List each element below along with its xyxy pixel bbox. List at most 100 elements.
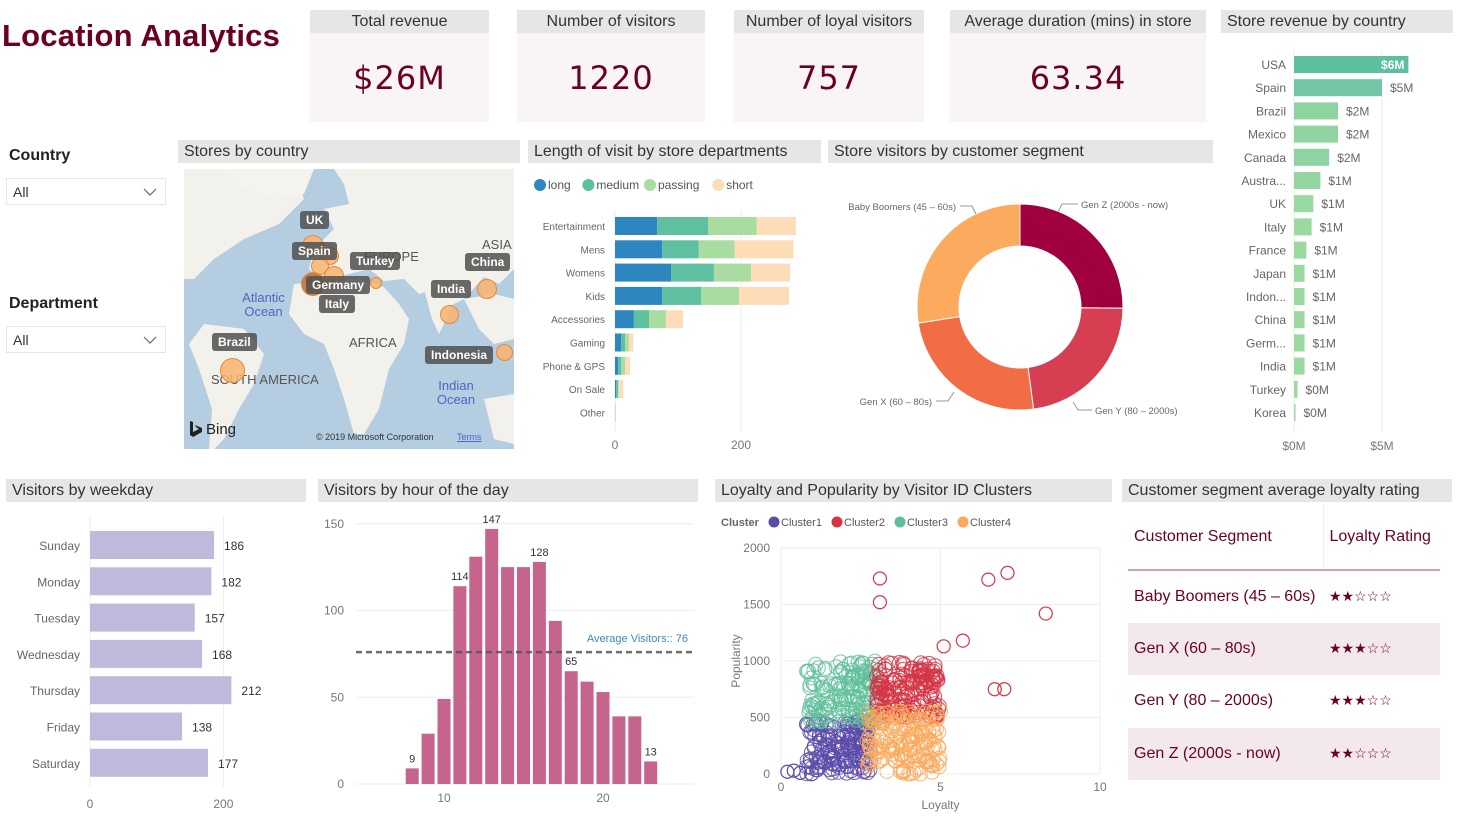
table-row[interactable]: Gen X (60 – 80s) ★★★☆☆ <box>1128 622 1440 675</box>
data-point <box>929 711 945 727</box>
data-point <box>897 667 913 683</box>
stores-map[interactable]: EUROPE ASIA AFRICA SOUTH AMERICA Atlanti… <box>184 169 514 449</box>
data-label: 13 <box>645 746 657 758</box>
bar <box>501 567 515 784</box>
bar <box>485 528 499 784</box>
department-filter-label: Department <box>9 295 98 312</box>
page-title: Location Analytics <box>2 18 281 53</box>
table-header-row: Customer Segment Loyalty Rating <box>1128 504 1440 571</box>
category-label: Germ... <box>1246 336 1286 350</box>
data-point <box>793 765 808 780</box>
table-row[interactable]: Gen Z (2000s - now) ★★☆☆☆ <box>1128 727 1440 780</box>
table-row[interactable]: Gen Y (80 – 2000s) ★★★☆☆ <box>1128 675 1440 728</box>
data-point <box>955 633 970 648</box>
map-label-indonesia: Indonesia <box>425 346 494 364</box>
visit-length-chart: long medium passing short Entertainment Mens W… <box>534 178 796 452</box>
department-filter-dropdown[interactable]: All <box>6 326 166 353</box>
bar-segment-long <box>615 217 658 235</box>
store-bubble[interactable] <box>370 277 382 289</box>
category-label: Thursday <box>30 684 80 698</box>
data-point <box>903 747 919 763</box>
bar <box>1294 404 1296 421</box>
data-label: 128 <box>530 547 548 559</box>
data-point <box>786 763 801 778</box>
data-point <box>872 753 888 769</box>
y-tick-label: 500 <box>750 711 770 725</box>
category-label: Canada <box>1244 151 1286 165</box>
store-bubble[interactable] <box>496 344 513 361</box>
bar <box>644 761 658 784</box>
x-tick-label: 0 <box>612 438 619 452</box>
bar <box>1294 241 1307 259</box>
kpi-label: Number of loyal visitors <box>734 10 924 33</box>
table-row[interactable]: Baby Boomers (45 – 60s) ★★☆☆☆ <box>1128 570 1440 623</box>
data-point <box>1038 606 1053 621</box>
data-point <box>879 705 895 721</box>
store-bubble[interactable] <box>477 279 497 299</box>
bar <box>90 603 195 632</box>
data-point <box>876 750 892 766</box>
data-point <box>850 689 866 705</box>
data-point <box>924 670 940 686</box>
data-label: $2M <box>1346 104 1369 118</box>
panel-title-stores-by-country: Stores by country <box>178 140 520 163</box>
bar <box>90 676 232 705</box>
panel-title-loyalty-table: Customer segment average loyalty rating <box>1122 479 1452 502</box>
chevron-down-icon <box>143 336 157 344</box>
bar-segment-long <box>615 286 663 305</box>
data-point <box>821 744 837 760</box>
data-point <box>806 739 822 755</box>
bar <box>1294 102 1338 120</box>
data-point <box>904 707 920 723</box>
store-bubble[interactable] <box>220 358 245 383</box>
kpi-value: $26M <box>353 59 446 97</box>
data-point <box>907 727 923 743</box>
bar-segment-short <box>751 263 791 282</box>
data-point <box>925 668 941 684</box>
column-header-rating[interactable]: Loyalty Rating <box>1322 504 1440 571</box>
bar <box>453 586 467 784</box>
department-filter-value: All <box>13 332 29 348</box>
x-tick-label: 10 <box>1093 780 1107 794</box>
map-terms-link[interactable]: Terms <box>457 432 482 442</box>
bar-segment-long <box>615 240 663 259</box>
store-bubble[interactable] <box>440 305 459 324</box>
data-point <box>841 656 857 672</box>
bar-segment-passing <box>708 217 757 235</box>
bar <box>90 712 183 741</box>
legend-label: Cluster2 <box>844 517 885 529</box>
segment-cell: Gen X (60 – 80s) <box>1128 622 1323 675</box>
visitors-by-segment-chart: Gen Z (2000s - now) Gen Y (80 – 2000s) Gen… <box>848 200 1177 417</box>
map-land <box>184 169 514 449</box>
data-point <box>896 657 912 673</box>
data-point <box>872 752 888 768</box>
category-label: Gaming <box>570 339 605 350</box>
bar-segment-medium <box>616 380 619 399</box>
country-filter-dropdown[interactable]: All <box>6 178 166 205</box>
data-point <box>831 714 847 730</box>
star-rating-icon: ★★☆☆☆ <box>1329 587 1392 604</box>
column-header-segment[interactable]: Customer Segment <box>1128 504 1323 571</box>
category-label: Monday <box>37 575 80 589</box>
category-label: Friday <box>47 721 80 735</box>
data-point <box>817 660 833 676</box>
segment-cell: Gen Y (80 – 2000s) <box>1134 692 1274 710</box>
data-point <box>882 688 898 704</box>
legend-label: passing <box>658 178 699 192</box>
data-label: $1M <box>1320 220 1343 234</box>
x-tick-label: 200 <box>213 797 233 811</box>
data-point <box>872 595 887 610</box>
kpi-value: 63.34 <box>1029 59 1127 97</box>
data-point <box>819 683 835 699</box>
data-point <box>871 684 887 700</box>
kpi-label: Average duration (mins) in store <box>950 10 1206 33</box>
map-label-germany: Germany <box>306 276 371 294</box>
bar-segment-passing <box>649 310 667 329</box>
bar <box>1294 357 1305 375</box>
data-label: 114 <box>451 571 469 583</box>
data-point <box>831 681 847 697</box>
bar <box>1294 334 1305 352</box>
bar <box>1294 195 1314 213</box>
data-point <box>927 729 943 745</box>
y-tick-label: 100 <box>324 604 344 618</box>
